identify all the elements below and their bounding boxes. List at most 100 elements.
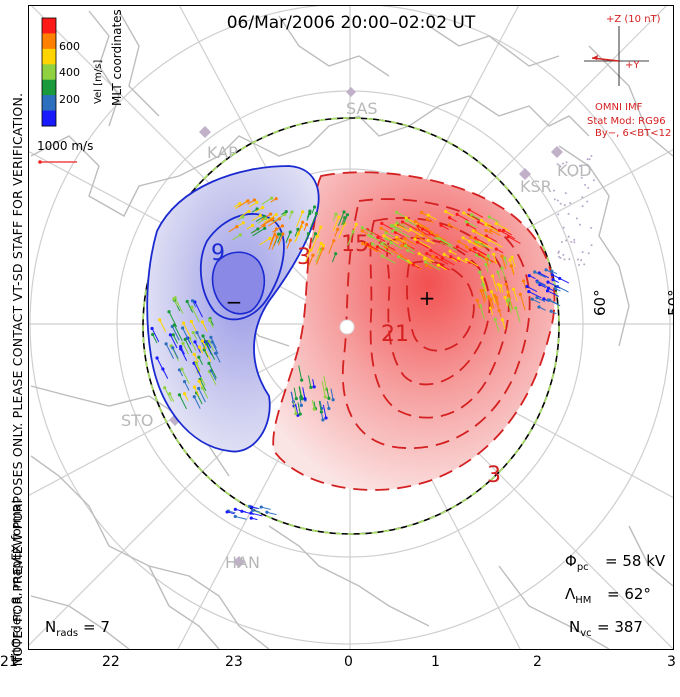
- velocity-vector-origin: [530, 297, 534, 301]
- velocity-vector-origin: [494, 222, 498, 226]
- velocity-vector: [494, 319, 500, 332]
- velocity-vector-origin: [425, 217, 429, 221]
- velocity-vector: [480, 290, 486, 304]
- velocity-vector: [250, 512, 263, 517]
- velocity-vector: [267, 218, 280, 227]
- velocity-vector: [491, 291, 496, 304]
- convection-map: − + 9 3 15 21 3 SAS KAP KSR KOD STO HAN …: [29, 6, 673, 649]
- velocity-vector-origin: [207, 339, 211, 343]
- velocity-vector-origin: [240, 509, 244, 513]
- velocity-vector-origin: [551, 278, 555, 282]
- velocity-vector-origin: [233, 514, 237, 519]
- velocity-vector-origin: [492, 252, 496, 256]
- velocity-colorbar: [41, 17, 57, 127]
- contour-labels: 9: [211, 241, 225, 266]
- grid-point: [567, 212, 570, 215]
- velocity-vector: [383, 235, 400, 245]
- velocity-vector: [367, 244, 379, 251]
- velocity-vector-origin: [546, 280, 550, 284]
- velocity-vector-origin: [256, 227, 260, 231]
- velocity-vector-origin: [417, 252, 421, 256]
- velocity-vector: [469, 261, 481, 269]
- velocity-vector-origin: [518, 292, 522, 296]
- velocity-vector-origin: [192, 385, 197, 389]
- velocity-vector-origin: [343, 216, 347, 220]
- velocity-vector-origin: [252, 198, 257, 202]
- velocity-vector-origin: [474, 253, 479, 257]
- velocity-vector-origin: [155, 356, 159, 360]
- velocity-vector: [266, 511, 277, 516]
- grid-point: [584, 183, 587, 186]
- velocity-vector: [467, 224, 477, 230]
- velocity-vector-origin: [180, 367, 184, 371]
- velocity-vector: [528, 291, 542, 299]
- grid-point: [564, 192, 567, 195]
- velocity-vector-origin: [190, 299, 195, 303]
- grid-point: [557, 213, 560, 216]
- velocity-vector: [311, 236, 318, 251]
- velocity-vector-origin: [413, 237, 417, 241]
- velocity-vector-origin: [527, 273, 531, 278]
- velocity-vector-origin: [370, 242, 375, 246]
- velocity-vector-origin: [290, 210, 294, 214]
- velocity-vector-origin: [277, 217, 282, 221]
- velocity-vector-origin: [314, 211, 318, 216]
- velocity-vector: [419, 225, 432, 233]
- mlt-label-21: 21: [0, 654, 18, 670]
- velocity-vector-origin: [425, 251, 429, 256]
- velocity-vector-origin: [331, 398, 335, 402]
- velocity-vector: [323, 375, 327, 390]
- velocity-vector-origin: [429, 230, 434, 235]
- station-label-sto: STO: [121, 411, 154, 430]
- velocity-vector-origin: [550, 273, 555, 277]
- velocity-vector-origin: [251, 508, 255, 512]
- velocity-vector-origin: [493, 293, 497, 298]
- velocity-vector-origin: [436, 263, 440, 267]
- mlt-label-3: 3: [667, 654, 676, 670]
- velocity-vector-origin: [405, 219, 409, 223]
- velocity-vector: [362, 243, 378, 253]
- station-label-kap: KAP: [207, 143, 238, 162]
- velocity-vector: [337, 211, 345, 227]
- velocity-vector-origin: [550, 269, 554, 273]
- velocity-vector-origin: [475, 298, 479, 302]
- velocity-vector-origin: [304, 222, 309, 227]
- velocity-vector: [475, 237, 488, 246]
- velocity-vector-origin: [456, 256, 461, 260]
- grid-point: [553, 198, 556, 201]
- velocity-vector-origin: [183, 337, 187, 341]
- velocity-vector-origin: [533, 270, 537, 274]
- velocity-vector-origin: [280, 224, 285, 228]
- colorbar-segment: [42, 95, 56, 112]
- velocity-vector: [318, 400, 322, 413]
- grid-point: [559, 256, 562, 259]
- velocity-vector-origin: [426, 213, 430, 217]
- velocity-vector: [168, 311, 178, 328]
- velocity-vector-origin: [327, 406, 331, 411]
- velocity-vector: [252, 227, 265, 237]
- velocity-vector-origin: [501, 228, 506, 232]
- velocity-vector-origin: [500, 318, 505, 322]
- velocity-vector: [507, 300, 512, 314]
- velocity-vector: [534, 271, 546, 278]
- velocity-vector-origin: [194, 361, 198, 365]
- velocity-vector: [381, 222, 393, 230]
- velocity-vector-origin: [312, 407, 316, 411]
- velocity-vector: [486, 235, 498, 243]
- velocity-vector-origin: [495, 296, 499, 300]
- velocity-vector: [309, 213, 317, 230]
- velocity-vector: [194, 386, 200, 396]
- velocity-vector: [397, 238, 412, 248]
- velocity-vector-origin: [323, 395, 327, 399]
- imf-dial: [584, 26, 649, 86]
- grid-point: [562, 226, 565, 229]
- velocity-vector-origin: [249, 505, 254, 509]
- velocity-vector: [385, 246, 399, 255]
- velocity-vector: [196, 332, 206, 349]
- velocity-vector: [466, 221, 477, 228]
- velocity-vector: [519, 294, 526, 311]
- velocity-vector-origin: [303, 396, 307, 401]
- grid-point: [570, 240, 573, 243]
- velocity-vector-origin: [537, 305, 541, 309]
- velocity-vector-origin: [182, 379, 187, 384]
